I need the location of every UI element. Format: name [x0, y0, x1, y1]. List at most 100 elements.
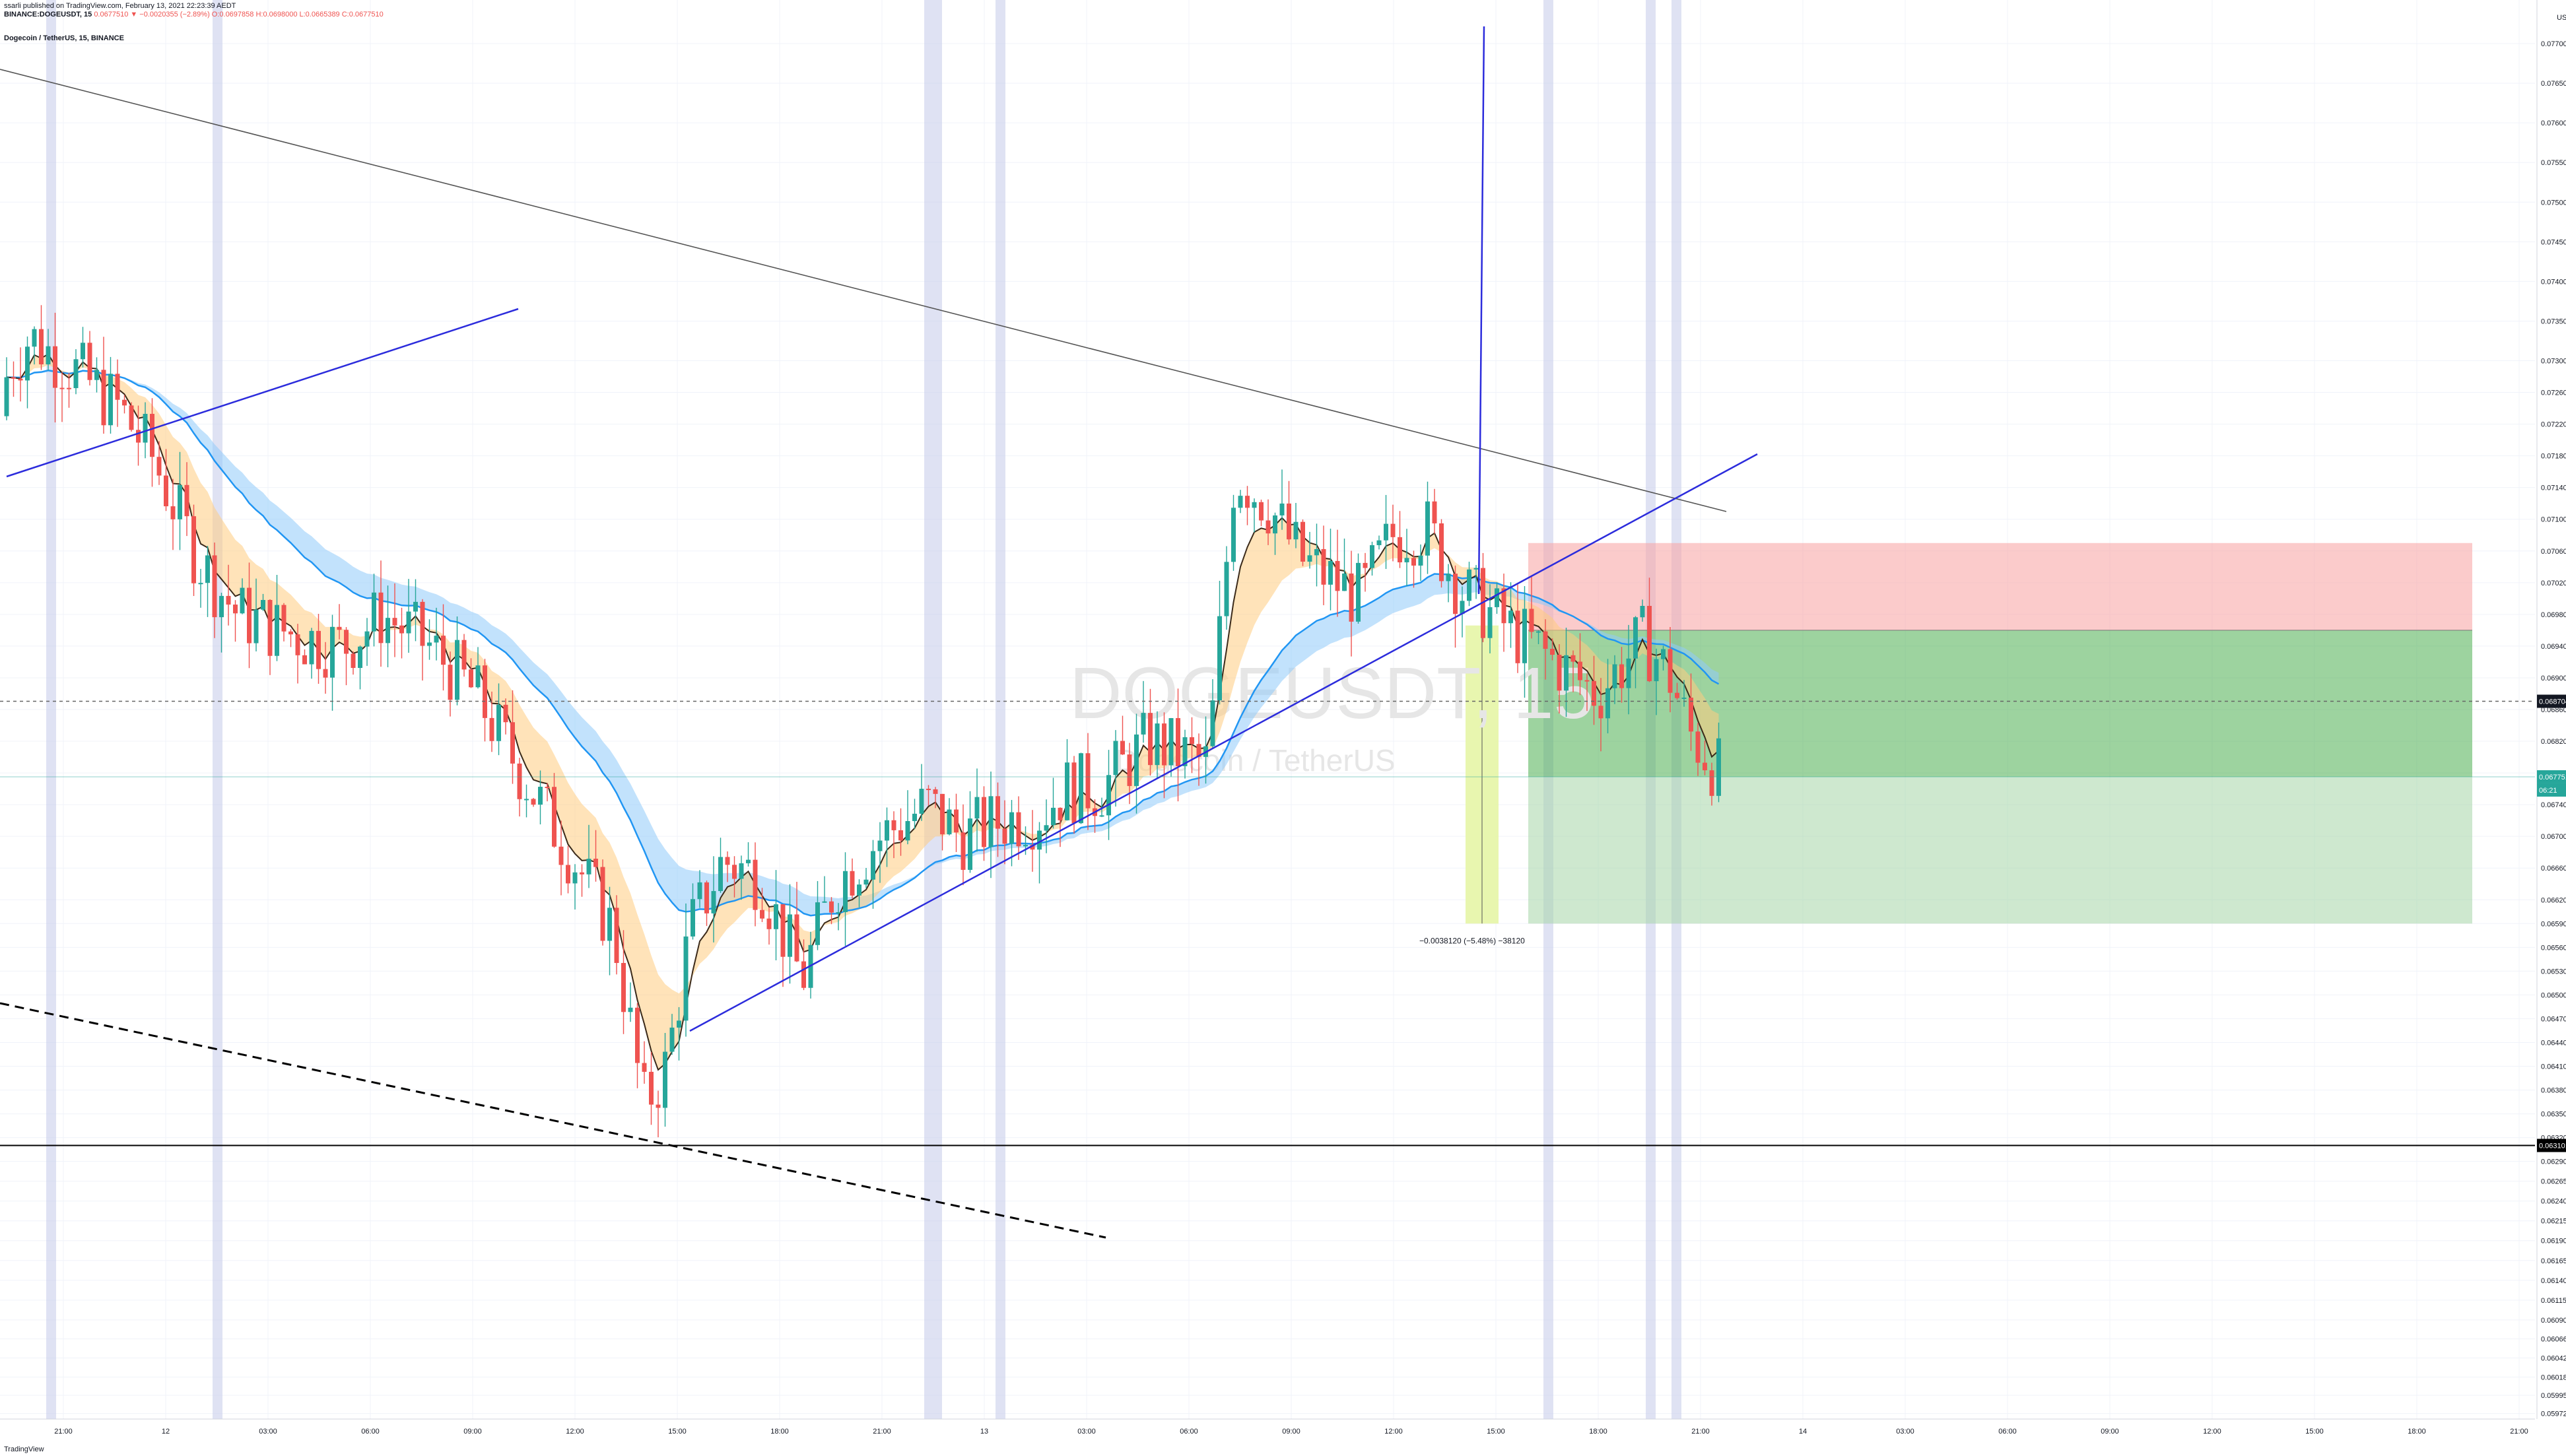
candle-body [524, 799, 529, 801]
price-tick-label: 0.0619000 [2541, 1238, 2566, 1245]
candle-body [1460, 601, 1465, 614]
candle-body [1196, 744, 1201, 757]
candle-body [1245, 496, 1250, 508]
candle-body [774, 904, 778, 929]
candle-body [1647, 605, 1652, 682]
candle-body [642, 1063, 647, 1072]
rising-trendline-early[interactable] [6, 308, 519, 478]
candle-body [448, 665, 453, 700]
slow-ema-line [6, 369, 1720, 917]
take-profit-zone-extended[interactable] [1528, 777, 2472, 924]
candle-body [926, 789, 931, 791]
price-tick-label: 0.0760000 [2541, 119, 2566, 127]
price-tick-label: 0.0606600 [2541, 1336, 2566, 1344]
candle-body [1467, 569, 1471, 601]
session-band [213, 0, 222, 1419]
candlestick-series [4, 305, 1721, 1138]
legend-title: Dogecoin / TetherUS, 15, BINANCE [4, 34, 124, 42]
price-tick-label: 0.0714000 [2541, 484, 2566, 492]
candle-body [198, 583, 203, 585]
candle-body [940, 793, 945, 835]
candle-body [683, 936, 689, 1021]
candle-body [1681, 697, 1687, 699]
candle-body [1342, 573, 1347, 591]
candle-body [67, 387, 71, 389]
candle-body [1557, 655, 1562, 691]
candle-body [1605, 688, 1610, 719]
candle-body [1522, 609, 1527, 663]
candle-body [1058, 807, 1063, 820]
candle-body [1079, 753, 1083, 824]
price-tick-label: 0.0601800 [2541, 1373, 2566, 1381]
candle-body [1716, 738, 1721, 796]
candle-body [871, 851, 875, 880]
candle-body [822, 901, 827, 903]
candle-body [1584, 680, 1590, 682]
candle-body [434, 636, 439, 643]
candle-body [600, 867, 605, 941]
candle-body [344, 630, 349, 654]
candle-body [1231, 508, 1236, 562]
candle-body [372, 592, 376, 632]
drawn-trendlines[interactable] [0, 26, 2535, 1239]
price-tick-label: 0.0641000 [2541, 1063, 2566, 1071]
candle-body [247, 587, 252, 644]
tradingview-logo[interactable]: TradingView [4, 1445, 44, 1453]
candle-body [136, 430, 141, 443]
price-tick-label: 0.0740000 [2541, 278, 2566, 286]
candle-body [974, 797, 980, 819]
price-tick-label: 0.0609000 [2541, 1317, 2566, 1325]
time-tick-label: 03:00 [1077, 1428, 1096, 1436]
price-tick-label: 0.0694000 [2541, 643, 2566, 651]
candle-body [1023, 845, 1028, 847]
candle-body [1689, 697, 1693, 732]
candle-body [1473, 568, 1479, 570]
time-tick-label: 21:00 [873, 1428, 891, 1436]
candle-body [461, 640, 467, 670]
candle-body [1016, 812, 1021, 847]
candle-body [1168, 718, 1174, 766]
price-tick-label: 0.0706000 [2541, 548, 2566, 556]
candle-body [1134, 734, 1139, 786]
time-tick-label: 06:00 [1998, 1428, 2017, 1436]
descending-resistance-line[interactable] [0, 69, 1727, 512]
candle-body [399, 625, 404, 634]
candle-body [323, 669, 328, 678]
candle-body [1210, 700, 1215, 746]
measure-label: −0.0038120 (−5.48%) −38120 [1419, 936, 1525, 945]
candle-body [253, 609, 259, 644]
dashed-support-line[interactable] [0, 1002, 1106, 1239]
candle-body [1259, 502, 1264, 521]
time-axis[interactable]: 21:00 12 03:00 06:00 09:00 12:00 15:00 18:00 21:… [0, 1418, 2535, 1436]
candle-body [1501, 588, 1506, 624]
candle-body [1487, 607, 1493, 638]
candle-body [1335, 560, 1340, 591]
candle-body [330, 626, 335, 678]
time-tick-label: 09:00 [1282, 1428, 1300, 1436]
time-tick-label: 12 [162, 1428, 170, 1436]
price-tick-label: 0.0755000 [2541, 159, 2566, 167]
price-tick-label: 0.0597200 [2541, 1410, 2566, 1418]
symbol-label: BINANCE:DOGEUSDT, 15 [4, 11, 92, 18]
candle-body [178, 484, 182, 519]
candle-body [87, 343, 92, 380]
price-tick-label: 0.0718000 [2541, 453, 2566, 461]
rising-trendline-main[interactable] [689, 453, 1758, 1032]
candle-body [836, 912, 841, 914]
candle-body [233, 604, 238, 614]
candle-body [531, 799, 536, 805]
price-axis[interactable]: USDT 0.0770000 0.0765000 0.0760000 0.0755000… [2536, 0, 2566, 1419]
position-zones[interactable]: −0.0038120 (−5.48%) −38120 [1419, 543, 2472, 946]
candle-body [607, 908, 612, 941]
stop-loss-zone[interactable] [1528, 543, 2472, 630]
candle-body [1328, 560, 1333, 585]
candle-body [129, 405, 134, 430]
candle-body [25, 347, 30, 381]
price-tick-label: 0.0656000 [2541, 944, 2566, 952]
price-tick-label: 0.0702000 [2541, 579, 2566, 587]
vertical-spike-line[interactable] [1477, 26, 1485, 595]
candle-body [614, 908, 619, 964]
candle-body [1668, 649, 1673, 693]
candle-body [1065, 762, 1069, 820]
